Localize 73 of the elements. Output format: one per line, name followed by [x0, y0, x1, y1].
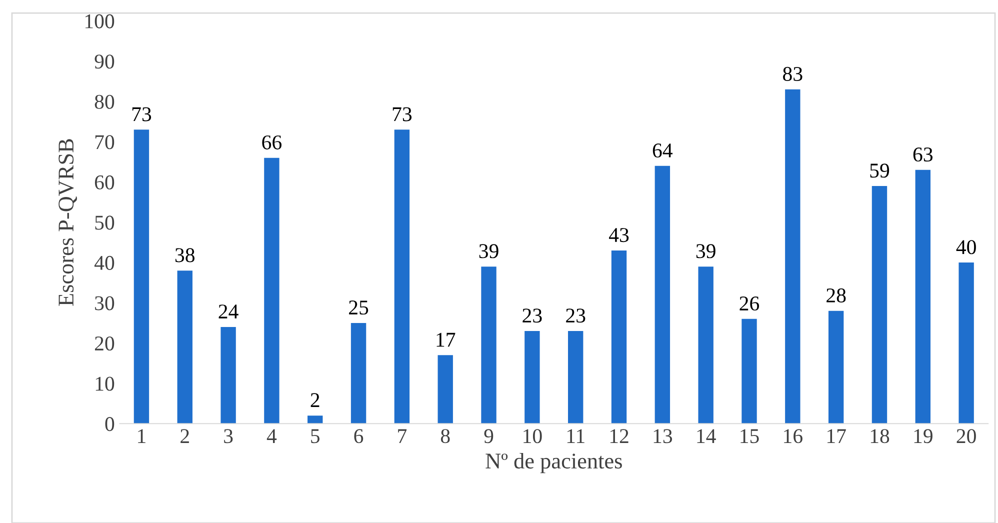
y-tick-label: 100 [85, 14, 114, 28]
data-label: 39 [479, 244, 498, 258]
y-tick-label: 10 [96, 376, 114, 391]
bar [220, 326, 236, 424]
x-tick-label: 14 [697, 429, 716, 443]
data-label: 43 [609, 228, 629, 242]
y-tick-label: 70 [95, 135, 114, 150]
data-label: 23 [522, 308, 542, 323]
x-tick-label: 3 [224, 429, 233, 444]
data-label: 73 [132, 107, 152, 122]
y-tick-label: 40 [94, 256, 114, 270]
bar [742, 318, 757, 424]
x-tick-label: 7 [398, 429, 407, 443]
x-tick-label: 11 [567, 429, 584, 443]
data-label: 66 [262, 135, 282, 150]
x-tick-label: 9 [484, 429, 494, 444]
x-tick-label: 5 [311, 429, 320, 444]
data-label: 38 [175, 248, 194, 262]
data-label: 73 [392, 107, 412, 122]
data-label: 28 [826, 288, 846, 302]
bar [915, 170, 930, 424]
y-tick-label: 80 [94, 94, 114, 109]
y-tick-label: 60 [94, 175, 114, 190]
y-tick-label: 20 [94, 336, 114, 351]
data-label: 40 [956, 240, 976, 254]
bar [654, 166, 670, 424]
bar [394, 130, 410, 424]
data-label: 64 [652, 143, 673, 158]
bar [568, 331, 584, 424]
x-tick-label: 13 [654, 429, 672, 444]
x-tick-label: 19 [914, 429, 932, 444]
data-label: 26 [740, 296, 760, 311]
x-tick-label: 12 [610, 429, 628, 443]
y-axis-title: Escores P-QVRSB [58, 139, 77, 306]
x-tick-label: 6 [354, 429, 364, 444]
bar [438, 355, 453, 424]
data-label: 24 [218, 304, 238, 318]
bar [872, 186, 888, 424]
x-tick-label: 20 [956, 429, 976, 444]
bar [308, 416, 323, 424]
x-tick-label: 15 [740, 429, 759, 444]
bar [785, 89, 800, 424]
y-tick-label: 30 [95, 296, 114, 310]
bar [524, 331, 540, 424]
bar [698, 266, 714, 424]
bar [481, 266, 496, 424]
x-tick-label: 4 [266, 429, 277, 443]
data-label: 63 [913, 148, 933, 162]
data-label: 59 [870, 164, 890, 178]
bar [350, 322, 366, 424]
data-label: 17 [436, 332, 456, 347]
x-tick-label: 16 [784, 429, 802, 444]
y-tick-label: 90 [94, 54, 114, 69]
data-label: 23 [566, 308, 586, 323]
data-label: 83 [783, 66, 802, 81]
x-tick-label: 18 [870, 429, 890, 444]
data-label: 25 [349, 300, 368, 315]
y-tick-label: 50 [95, 216, 114, 230]
bar [177, 270, 192, 424]
bar [828, 310, 844, 424]
x-tick-label: 2 [180, 429, 189, 443]
x-tick-label: 8 [440, 429, 450, 444]
y-tick-label: 0 [105, 417, 114, 432]
x-axis-title: Nº de pacientes [486, 452, 622, 474]
x-tick-label: 1 [138, 429, 146, 443]
bar [611, 250, 627, 424]
x-tick-label: 17 [827, 429, 846, 443]
bar [134, 130, 150, 424]
bar [264, 158, 280, 424]
bar [958, 262, 974, 424]
data-label: 39 [696, 244, 716, 258]
data-label: 2 [310, 393, 320, 407]
x-tick-label: 10 [524, 429, 542, 444]
